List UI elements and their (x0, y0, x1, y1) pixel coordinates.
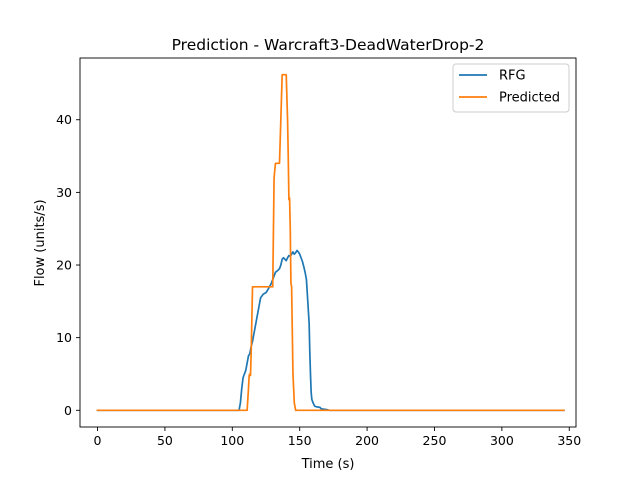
y-tick-label: 40 (56, 112, 72, 127)
x-axis-label: Time (s) (301, 457, 355, 472)
series-line-predicted (96, 73, 565, 412)
legend-label: RFG (499, 69, 526, 84)
x-tick-label: 0 (94, 433, 102, 448)
axes-frame (79, 57, 577, 428)
y-axis-label: Flow (units/s) (33, 199, 48, 286)
y-tick-label: 10 (56, 330, 72, 345)
x-tick-label: 150 (288, 433, 312, 448)
x-tick-label: 250 (423, 433, 447, 448)
x-tick-label: 100 (220, 433, 244, 448)
y-tick-label: 30 (56, 185, 72, 200)
y-axis: 0 10 20 30 40 (56, 112, 80, 418)
y-tick-label: 0 (64, 403, 72, 418)
x-tick-label: 200 (355, 433, 379, 448)
legend-box (452, 63, 570, 113)
x-tick-label: 300 (490, 433, 514, 448)
legend-label: Predicted (499, 91, 560, 106)
x-axis: 0 50 100 150 200 250 300 350 (94, 427, 581, 448)
x-tick-label: 350 (557, 433, 581, 448)
x-tick-label: 50 (157, 433, 173, 448)
y-tick-label: 20 (56, 258, 72, 273)
plot-area (96, 73, 565, 412)
legend: RFG Predicted (452, 63, 570, 113)
chart-title: Prediction - Warcraft3-DeadWaterDrop-2 (172, 36, 485, 54)
